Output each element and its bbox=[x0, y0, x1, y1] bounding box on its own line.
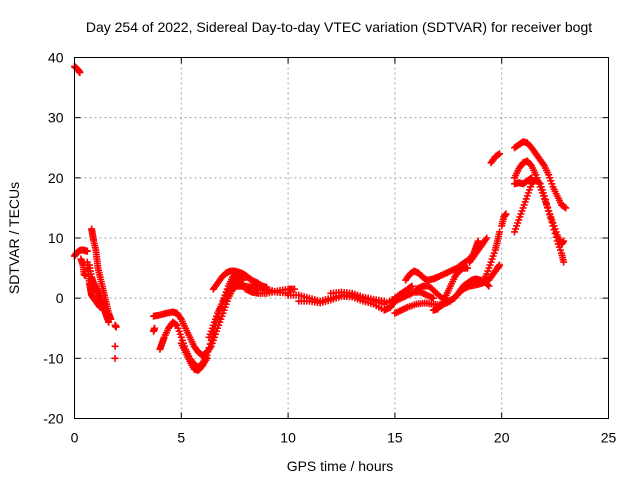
data-point bbox=[429, 294, 437, 302]
data-point bbox=[560, 258, 568, 266]
data-points bbox=[71, 63, 570, 374]
data-point bbox=[562, 204, 570, 212]
axis-ticks: 0 5 10 15 20 25 -20 -10 0 10 20 30 40 bbox=[43, 50, 616, 446]
data-point bbox=[546, 211, 554, 219]
chart-title: Day 254 of 2022, Sidereal Day-to-day VTE… bbox=[86, 19, 592, 35]
data-point bbox=[541, 196, 549, 204]
data-point bbox=[543, 199, 551, 207]
y-axis-label: SDTVAR / TECUs bbox=[6, 182, 22, 294]
data-point bbox=[485, 282, 493, 290]
y-tick-label: -10 bbox=[43, 350, 63, 366]
data-point bbox=[496, 261, 504, 269]
y-tick-label: 10 bbox=[48, 230, 64, 246]
data-point bbox=[496, 228, 504, 236]
data-point bbox=[408, 282, 416, 290]
data-point bbox=[540, 192, 548, 200]
data-point bbox=[239, 276, 247, 284]
x-tick-label: 0 bbox=[71, 430, 79, 446]
data-point bbox=[502, 210, 510, 218]
x-tick-label: 10 bbox=[280, 430, 296, 446]
data-point bbox=[203, 354, 211, 362]
data-point bbox=[496, 150, 504, 158]
x-tick-label: 5 bbox=[177, 430, 185, 446]
data-point bbox=[548, 218, 556, 226]
data-point bbox=[483, 234, 491, 242]
data-point bbox=[176, 314, 184, 322]
data-point bbox=[547, 214, 555, 222]
y-tick-label: 30 bbox=[48, 110, 64, 126]
y-tick-label: 0 bbox=[56, 290, 64, 306]
data-point bbox=[291, 285, 299, 293]
y-tick-label: -20 bbox=[43, 411, 63, 427]
data-point bbox=[545, 207, 553, 215]
data-point bbox=[552, 233, 560, 241]
data-point bbox=[482, 236, 490, 244]
data-point bbox=[83, 247, 91, 255]
data-point bbox=[528, 174, 536, 182]
data-point bbox=[111, 342, 119, 350]
data-point bbox=[551, 229, 559, 237]
data-point bbox=[380, 297, 388, 305]
data-point bbox=[535, 179, 543, 187]
data-point bbox=[539, 160, 547, 168]
data-point bbox=[474, 237, 482, 245]
data-point bbox=[81, 271, 89, 279]
y-tick-label: 20 bbox=[48, 170, 64, 186]
data-point bbox=[112, 323, 120, 331]
data-point bbox=[205, 344, 213, 352]
data-point bbox=[107, 315, 115, 323]
grid-lines bbox=[74, 57, 609, 419]
data-point bbox=[549, 222, 557, 230]
x-axis-label: GPS time / hours bbox=[287, 458, 394, 474]
data-point bbox=[560, 237, 568, 245]
data-point bbox=[76, 69, 84, 77]
x-tick-label: 15 bbox=[387, 430, 403, 446]
y-tick-label: 40 bbox=[48, 50, 64, 66]
data-point bbox=[151, 324, 159, 332]
data-point bbox=[550, 226, 558, 234]
data-point bbox=[544, 203, 552, 211]
plot-frame bbox=[74, 57, 609, 419]
data-point bbox=[206, 340, 214, 348]
data-point bbox=[204, 348, 212, 356]
data-point bbox=[464, 264, 472, 272]
x-tick-label: 25 bbox=[601, 430, 617, 446]
data-point bbox=[111, 354, 119, 362]
x-tick-label: 20 bbox=[494, 430, 510, 446]
